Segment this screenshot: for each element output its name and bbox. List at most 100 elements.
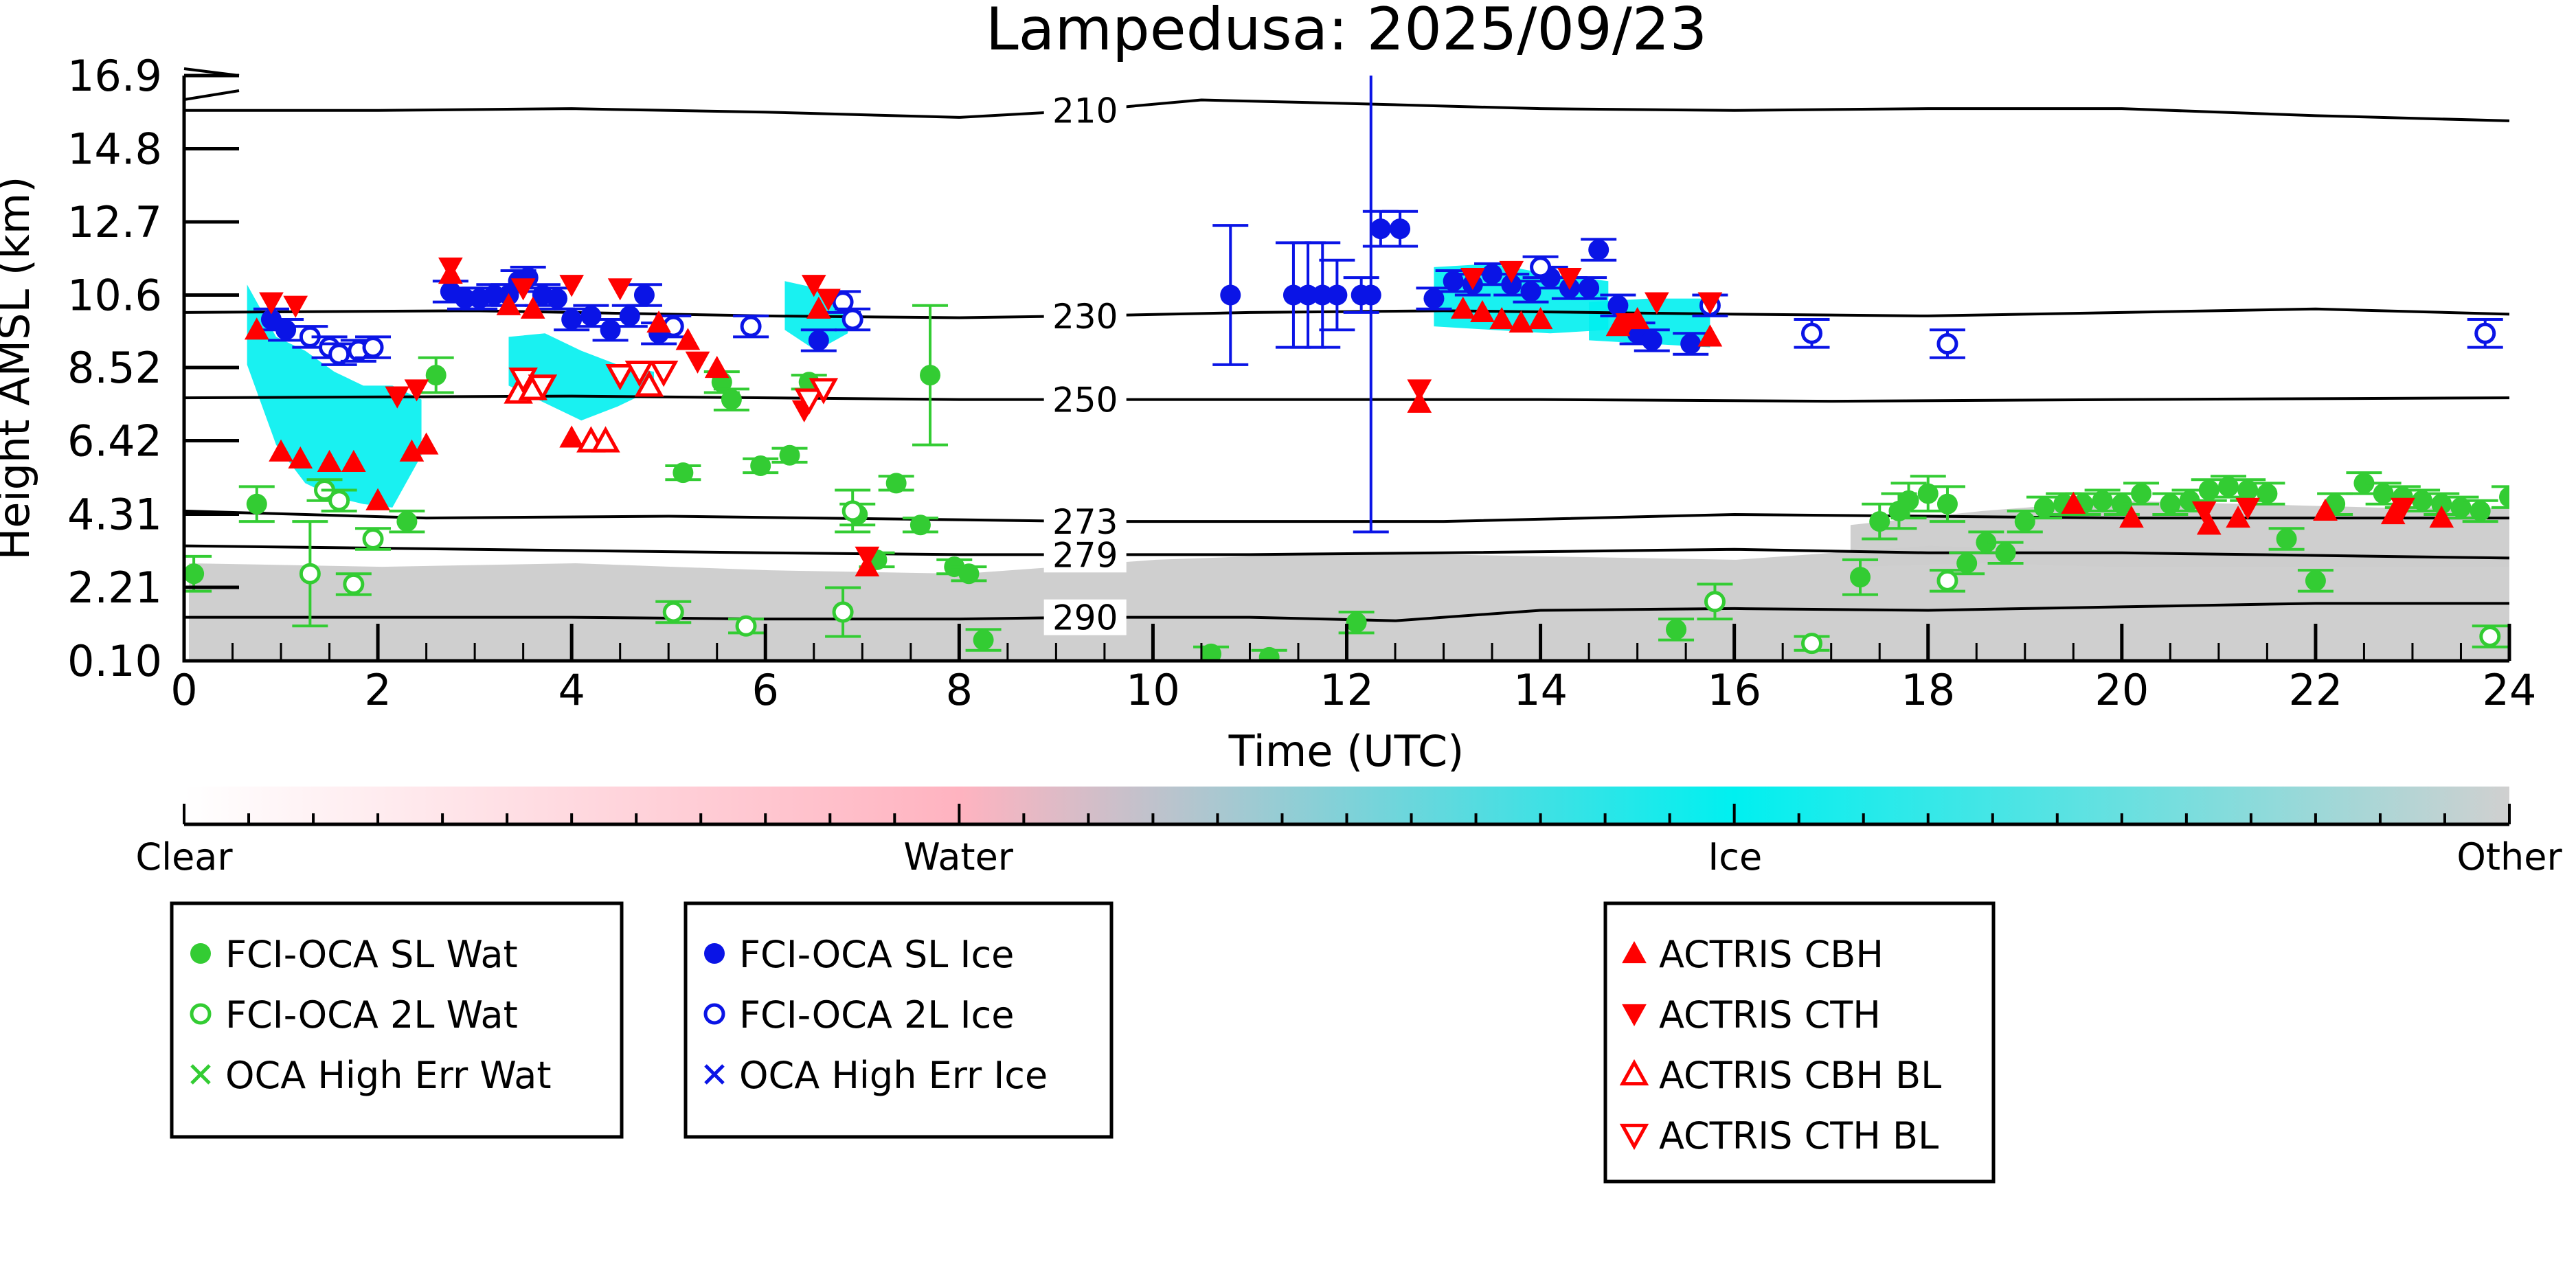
legends: FCI-OCA SL Wat FCI-OCA 2L Wat OCA High Err… [170, 901, 1996, 1184]
data-point [1298, 284, 1319, 306]
data-point [1697, 324, 1723, 347]
x-tick-label: 0 [170, 665, 197, 715]
error-bar [2492, 485, 2509, 509]
data-point [1423, 288, 1445, 309]
y-tick-label: 4.31 [67, 489, 162, 539]
legend-label: ACTRIS CTH [1659, 993, 1881, 1037]
data-point [2380, 501, 2406, 525]
data-point [1528, 306, 1553, 330]
data-point [385, 386, 410, 409]
data-point [841, 308, 863, 330]
data-point [801, 275, 826, 297]
y-tick-label: 16.9 [67, 51, 162, 101]
data-point [662, 601, 684, 623]
data-point [607, 278, 633, 301]
data-point [414, 432, 439, 455]
data-point [1956, 553, 1978, 574]
data-point [2119, 506, 2144, 528]
data-point [1588, 239, 1609, 260]
data-point [675, 328, 701, 350]
data-point [735, 615, 757, 637]
data-point [1579, 278, 1600, 299]
legend-marker [1619, 1059, 1649, 1086]
x-tick-label: 24 [2483, 665, 2537, 715]
data-point [779, 444, 800, 466]
legend-label: ACTRIS CBH [1659, 933, 1884, 976]
data-point [2131, 483, 2152, 504]
y-axis-label: Height AMSL (km) [0, 177, 39, 561]
legend-box [683, 901, 1114, 1139]
data-point [1501, 274, 1522, 295]
data-point [561, 309, 583, 330]
data-point [809, 378, 839, 405]
data-point [1641, 330, 1662, 351]
data-point [721, 389, 742, 410]
data-point [1312, 284, 1333, 306]
data-point [328, 490, 350, 512]
x-tick-label: 22 [2288, 665, 2342, 715]
data-point [362, 528, 384, 550]
data-point [455, 288, 476, 309]
data-point [559, 425, 585, 448]
data-point [704, 355, 730, 379]
data-point [2499, 486, 2509, 508]
data-point [646, 310, 671, 333]
data-point [1450, 296, 1476, 319]
data-point [1917, 483, 1939, 504]
data-point [806, 296, 831, 319]
data-point [624, 360, 655, 387]
x-tick-label: 10 [1126, 665, 1180, 715]
data-point [2474, 322, 2496, 344]
x-tick-label: 2 [364, 665, 391, 715]
legend-label: FCI-OCA SL Ice [739, 933, 1014, 976]
data-point [580, 305, 602, 326]
data-point [2429, 506, 2454, 528]
data-point [1520, 281, 1541, 302]
data-point [673, 462, 694, 484]
isotherm-210 [184, 98, 2510, 122]
data-point [275, 319, 297, 341]
y-tick-label: 8.52 [67, 343, 162, 393]
data-point [1697, 292, 1723, 315]
data-point [832, 601, 854, 623]
data-point [750, 455, 771, 476]
isotherm-label: 290 [1052, 598, 1118, 638]
isotherm-label-bg [1043, 381, 1127, 418]
colorbar-label: Other [2456, 835, 2562, 879]
data-point [958, 563, 980, 585]
data-point [1360, 284, 1381, 306]
data-point [1615, 313, 1640, 336]
data-point [404, 379, 429, 402]
data-point [520, 296, 545, 319]
isotherm-label: 250 [1052, 381, 1118, 420]
x-tick-label: 14 [1513, 665, 1568, 715]
legend-marker [190, 1064, 211, 1085]
legend-marker [703, 1003, 725, 1025]
isotherm-label-bg [1043, 536, 1127, 573]
data-point [396, 511, 418, 532]
legend-marker [1619, 1123, 1649, 1151]
data-point [909, 515, 931, 536]
colorbar-label: Ice [1708, 835, 1762, 879]
data-point [633, 284, 655, 306]
data-point [1644, 292, 1669, 315]
data-point [343, 573, 365, 595]
data-point [1976, 532, 1997, 553]
data-point [2353, 473, 2375, 494]
isotherm-label-bg [1043, 504, 1127, 540]
data-point [1607, 295, 1629, 316]
data-point [1936, 493, 1958, 515]
data-point [2479, 626, 2501, 647]
data-point [591, 426, 620, 453]
data-point [1470, 300, 1495, 322]
data-point [832, 291, 854, 313]
y-tick-label: 0.10 [67, 636, 162, 686]
data-point [2305, 570, 2326, 591]
data-point [1482, 264, 1503, 285]
data-point [2217, 476, 2239, 497]
colorbar-label: Clear [135, 835, 233, 879]
data-point [740, 315, 762, 337]
isotherm-label-bg [1043, 599, 1127, 635]
legend-label: OCA High Err Ice [739, 1054, 1048, 1097]
